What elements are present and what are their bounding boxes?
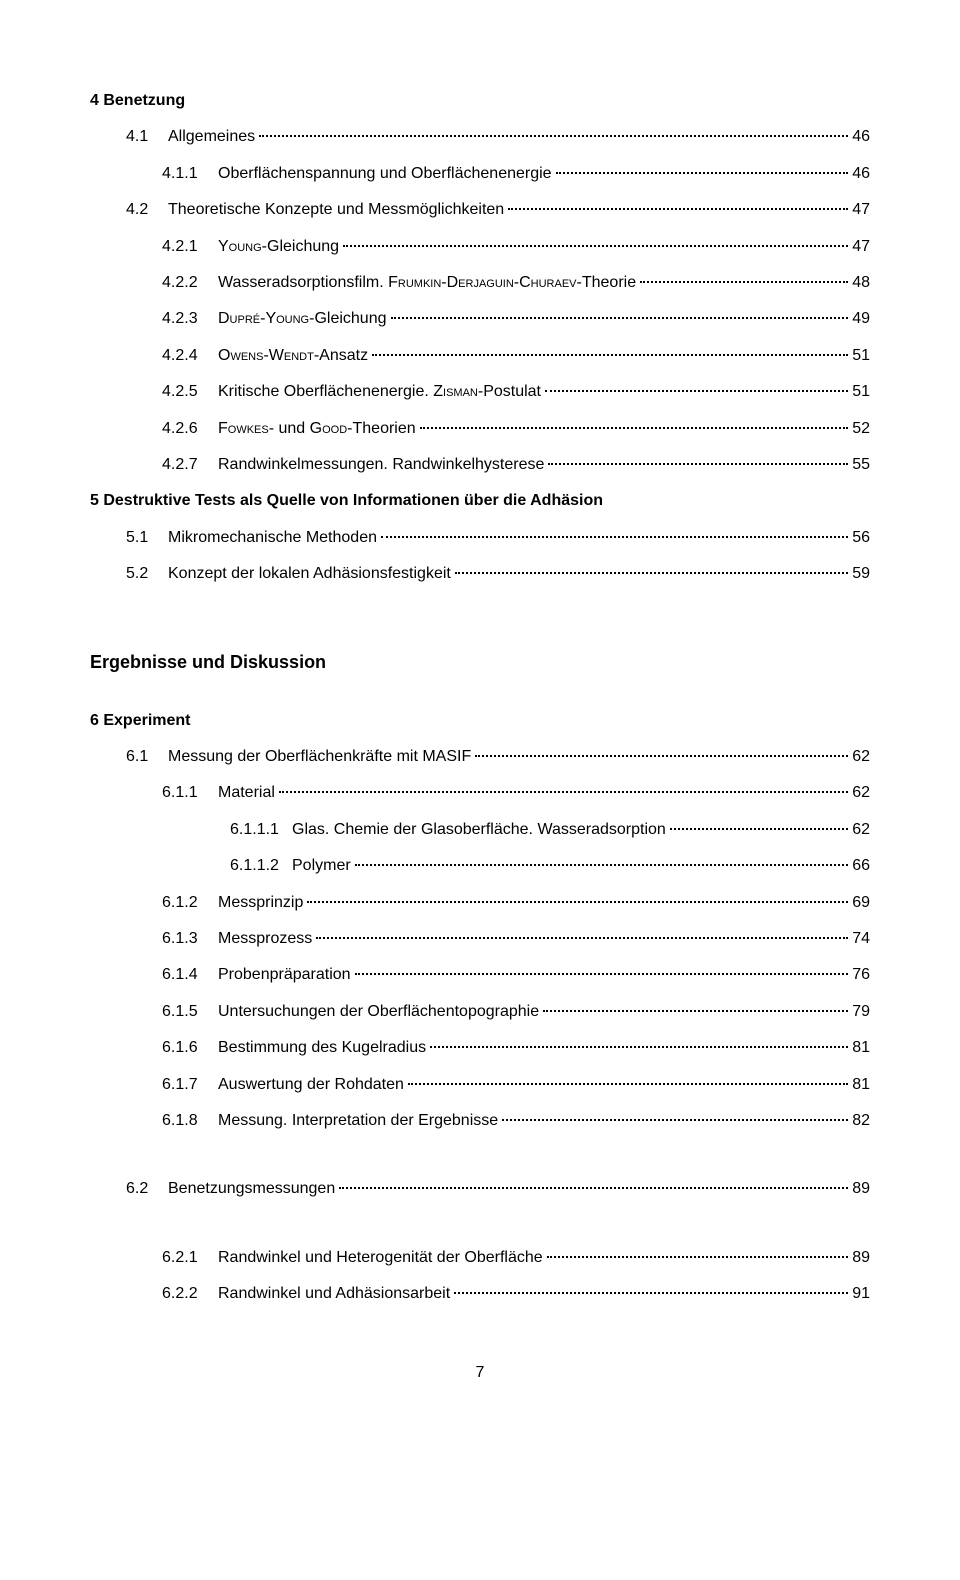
toc-entry: 6.1.4Probenpräparation 76 <box>90 960 870 990</box>
toc-entry: 4.2.5Kritische Oberflächenenergie. Zisma… <box>90 377 870 407</box>
toc-entry: 4.2.4Owens-Wendt-Ansatz 51 <box>90 341 870 371</box>
results-heading: Ergebnisse und Diskussion <box>90 645 870 679</box>
toc-entry: 5.1Mikromechanische Methoden 56 <box>90 523 870 553</box>
toc-entry: 4.1Allgemeines 46 <box>90 122 870 152</box>
section-6-title: 6 Experiment <box>90 706 870 736</box>
toc-entry: 4.2Theoretische Konzepte und Messmöglich… <box>90 195 870 225</box>
section-5-title: 5 Destruktive Tests als Quelle von Infor… <box>90 486 870 516</box>
toc-entry: 4.2.6Fowkes- und Good-Theorien 52 <box>90 414 870 444</box>
toc-entry: 6.1.2Messprinzip 69 <box>90 888 870 918</box>
toc-entry: 4.2.7Randwinkelmessungen. Randwinkelhyst… <box>90 450 870 480</box>
toc-entry: 4.1.1Oberflächenspannung und Oberflächen… <box>90 159 870 189</box>
section-4-title: 4 Benetzung <box>90 86 870 116</box>
toc-entry: 6.1.8Messung. Interpretation der Ergebni… <box>90 1106 870 1136</box>
toc-entry: 6.2Benetzungsmessungen 89 <box>90 1174 870 1204</box>
toc-entry: 6.1.1.2Polymer 66 <box>90 851 870 881</box>
toc-entry: 6.1.5Untersuchungen der Oberflächentopog… <box>90 997 870 1027</box>
toc-entry: 5.2Konzept der lokalen Adhäsionsfestigke… <box>90 559 870 589</box>
toc-entry: 6.1.3Messprozess 74 <box>90 924 870 954</box>
toc-entry: 6.2.2Randwinkel und Adhäsionsarbeit 91 <box>90 1279 870 1309</box>
page-number: 7 <box>90 1358 870 1388</box>
toc-entry: 4.2.3Dupré-Young-Gleichung 49 <box>90 304 870 334</box>
leader-dots <box>259 135 848 137</box>
toc-entry: 6.1.1Material 62 <box>90 778 870 808</box>
toc-entry: 6.1Messung der Oberflächenkräfte mit MAS… <box>90 742 870 772</box>
toc-entry: 6.1.7Auswertung der Rohdaten 81 <box>90 1070 870 1100</box>
toc-entry: 4.2.2Wasseradsorptionsfilm. Frumkin-Derj… <box>90 268 870 298</box>
toc-entry: 6.1.1.1Glas. Chemie der Glasoberfläche. … <box>90 815 870 845</box>
toc-entry: 4.2.1Young-Gleichung 47 <box>90 232 870 262</box>
toc-entry: 6.1.6Bestimmung des Kugelradius 81 <box>90 1033 870 1063</box>
toc-entry: 6.2.1Randwinkel und Heterogenität der Ob… <box>90 1243 870 1273</box>
